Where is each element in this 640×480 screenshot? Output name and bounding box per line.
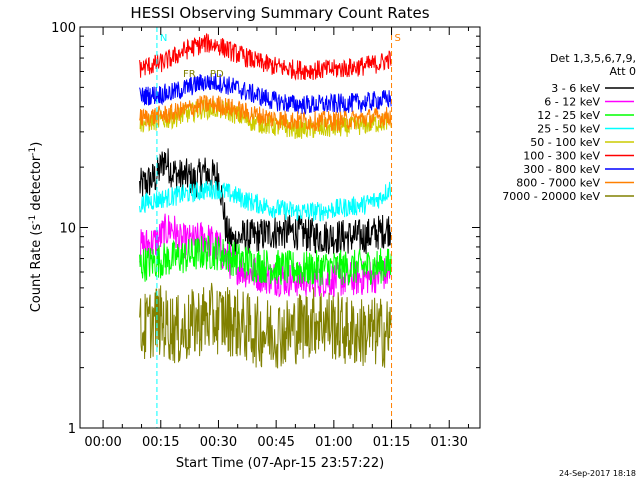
series-line-0: [139, 148, 392, 258]
x-tick-label: 01:30: [430, 435, 467, 450]
series-line-7: [139, 94, 392, 132]
legend-label-8: 7000 - 20000 keV: [502, 190, 600, 203]
series-line-2: [139, 235, 392, 287]
axes: 1 10 100 00:00 00:15 00:30 00:45 01:00 01:15 01:3…: [51, 21, 481, 450]
x-tick-label: 00:15: [142, 435, 179, 450]
y-tick-label: 1: [68, 422, 76, 437]
legend-label-7: 800 - 7000 keV: [516, 177, 600, 190]
flag-label-PD: PD: [210, 69, 224, 80]
chart-title: HESSI Observing Summary Count Rates: [130, 4, 429, 22]
y-tick-label: 10: [59, 222, 76, 237]
legend-header-line-2: Att 0: [610, 65, 636, 78]
flag-label-N: N: [160, 33, 167, 44]
x-tick-label: 00:30: [200, 435, 237, 450]
y-tick-label: 100: [51, 21, 76, 36]
legend-label-5: 100 - 300 keV: [523, 150, 600, 163]
series-line-5: [139, 33, 392, 81]
series-line-6: [139, 73, 392, 115]
legend-label-0: 3 - 6 keV: [551, 82, 600, 95]
legend-label-3: 25 - 50 keV: [537, 123, 600, 136]
x-tick-label: 00:00: [84, 435, 121, 450]
plot-area: N S FR PD: [139, 27, 401, 428]
series-line-3: [139, 180, 392, 222]
legend-label-1: 6 - 12 keV: [544, 96, 600, 109]
timestamp: 24-Sep-2017 18:18: [559, 469, 636, 478]
legend-label-2: 12 - 25 keV: [537, 109, 600, 122]
y-axis-label: Count Rate (s-1 detector-1): [28, 142, 44, 313]
x-tick-label: 00:45: [257, 435, 294, 450]
x-tick-label: 01:00: [315, 435, 352, 450]
legend-header-line-1: Det 1,3,5,6,7,9,: [550, 52, 636, 65]
legend-label-6: 300 - 800 keV: [523, 163, 600, 176]
series-line-8: [139, 282, 392, 369]
flag-label-S: S: [395, 33, 401, 44]
legend-label-4: 50 - 100 keV: [530, 136, 600, 149]
x-axis-label: Start Time (07-Apr-15 23:57:22): [176, 456, 384, 471]
flag-label-FR: FR: [183, 69, 196, 80]
x-tick-label: 01:15: [373, 435, 410, 450]
